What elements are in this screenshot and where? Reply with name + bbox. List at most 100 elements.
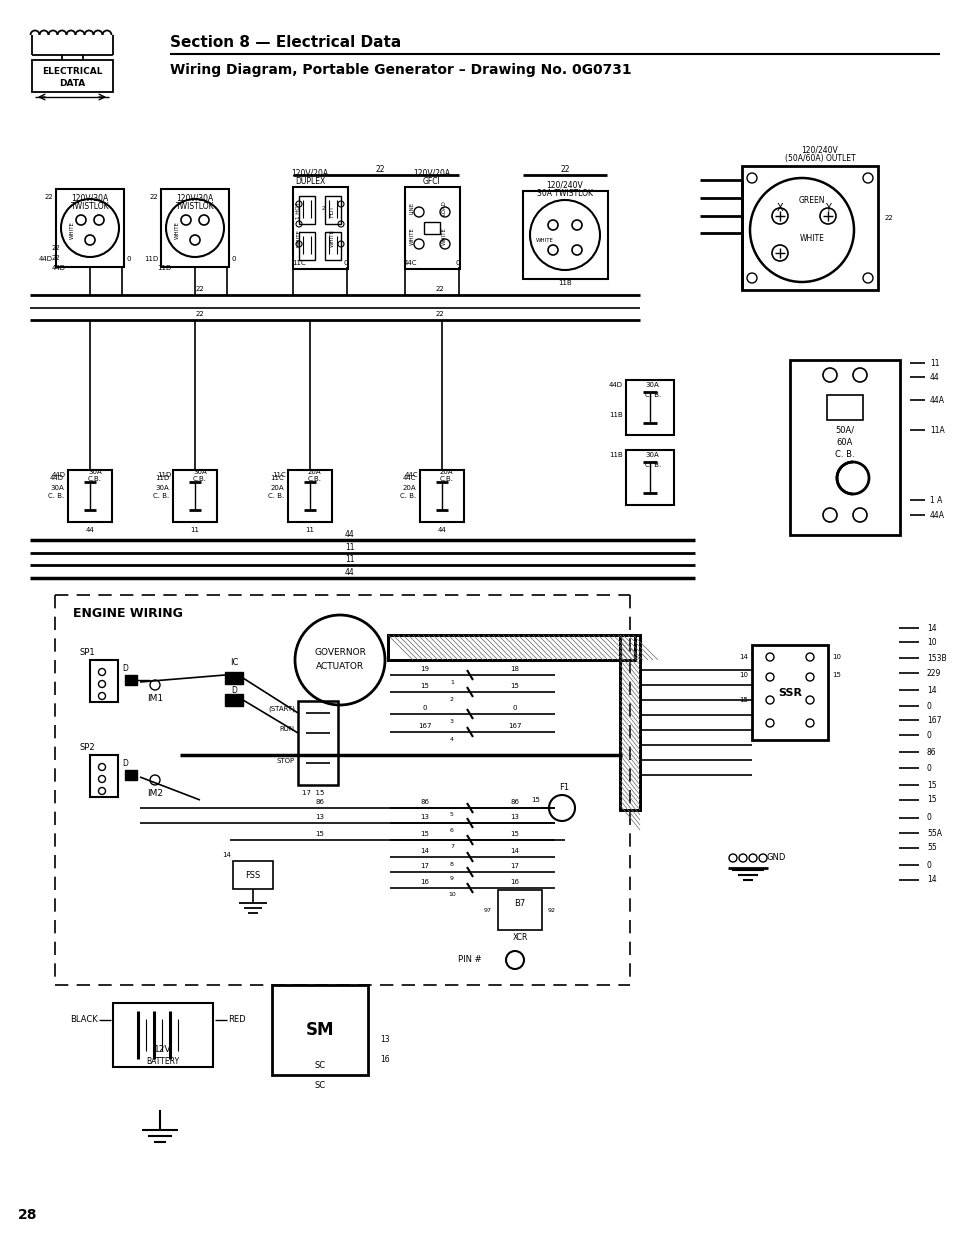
Text: 229: 229	[926, 668, 941, 678]
Text: 11: 11	[345, 555, 355, 563]
Text: 44: 44	[437, 527, 446, 534]
Text: ENGINE WIRING: ENGINE WIRING	[73, 606, 183, 620]
Text: 120V/20A: 120V/20A	[413, 168, 450, 178]
Text: 44C: 44C	[403, 261, 417, 266]
Bar	[826, 395, 862, 420]
Text: ACTUATOR: ACTUATOR	[315, 662, 364, 671]
Text: SSR: SSR	[778, 688, 801, 698]
Text: 11D: 11D	[154, 475, 169, 480]
Text: GOVERNOR: GOVERNOR	[314, 647, 366, 657]
Text: 44: 44	[345, 530, 355, 538]
Text: 20A
C.B.: 20A C.B.	[439, 468, 454, 482]
Text: DATA: DATA	[59, 79, 85, 88]
Text: 14: 14	[926, 876, 936, 884]
Bar	[625, 450, 673, 505]
Text: 22: 22	[195, 311, 204, 317]
Text: 44D: 44D	[50, 475, 64, 480]
Text: 11: 11	[305, 527, 314, 534]
Text: 22: 22	[375, 164, 384, 173]
Text: 0: 0	[343, 261, 348, 266]
Text: FSS: FSS	[245, 871, 260, 879]
Text: Y: Y	[824, 203, 830, 212]
Text: 15: 15	[420, 683, 429, 689]
Text: 11B: 11B	[609, 412, 622, 417]
Bar	[32, 61, 112, 91]
Text: 153B: 153B	[926, 653, 945, 662]
Bar	[112, 1003, 213, 1067]
Bar	[388, 635, 635, 659]
Text: SM: SM	[305, 1021, 334, 1039]
Bar	[172, 471, 216, 522]
Text: BLACK: BLACK	[71, 1015, 98, 1025]
Text: D: D	[122, 758, 128, 767]
Text: LINE: LINE	[409, 203, 414, 214]
Text: 0: 0	[926, 861, 931, 869]
Bar	[741, 165, 877, 290]
Text: TWISTLOK: TWISTLOK	[175, 201, 214, 210]
Text: (START): (START)	[268, 705, 294, 713]
Text: 120V/20A: 120V/20A	[291, 168, 328, 178]
Text: 14: 14	[739, 655, 747, 659]
Text: 11C: 11C	[272, 472, 286, 478]
Text: 20A: 20A	[402, 485, 416, 492]
Text: C. B.: C. B.	[268, 493, 284, 499]
Text: B7: B7	[514, 899, 525, 908]
Text: WHITE: WHITE	[536, 237, 554, 242]
Text: 13: 13	[420, 814, 429, 820]
Text: 15: 15	[510, 683, 518, 689]
Text: 22: 22	[149, 194, 158, 200]
Text: WHITE: WHITE	[296, 228, 301, 247]
Text: WHITE: WHITE	[799, 233, 823, 242]
Text: WHITE: WHITE	[70, 221, 74, 238]
Text: 17: 17	[420, 863, 429, 869]
Text: SP1: SP1	[79, 647, 95, 657]
Text: 15: 15	[315, 831, 324, 837]
Bar	[388, 635, 635, 659]
Text: (50A/60A) OUTLET: (50A/60A) OUTLET	[784, 153, 855, 163]
Text: 7: 7	[450, 845, 454, 850]
Text: 14: 14	[420, 848, 429, 853]
Text: 11: 11	[929, 358, 939, 368]
Text: F1: F1	[558, 783, 569, 793]
Text: 11C: 11C	[292, 261, 305, 266]
Bar	[423, 222, 439, 233]
Text: 30A: 30A	[155, 485, 169, 492]
Text: PIN #: PIN #	[457, 956, 481, 965]
Text: WHITE: WHITE	[329, 228, 335, 247]
Text: 0: 0	[512, 705, 517, 711]
Text: 28: 28	[18, 1208, 38, 1221]
Text: LOAD: LOAD	[441, 200, 446, 215]
Text: 22: 22	[52, 245, 61, 251]
Text: C. B.: C. B.	[644, 462, 660, 468]
Bar	[288, 471, 332, 522]
Text: 22: 22	[44, 194, 53, 200]
Bar	[325, 196, 340, 224]
Text: 10: 10	[739, 672, 747, 678]
Text: 11B: 11B	[558, 280, 571, 287]
Text: 15: 15	[831, 672, 840, 678]
Text: 9: 9	[450, 877, 454, 882]
Text: 15: 15	[420, 831, 429, 837]
Text: 15: 15	[531, 797, 539, 803]
Text: 120V/30A: 120V/30A	[176, 194, 213, 203]
Bar	[522, 191, 607, 279]
Text: SP2: SP2	[79, 742, 95, 752]
Bar	[497, 890, 541, 930]
Text: 44D: 44D	[52, 266, 66, 270]
Text: 11A: 11A	[929, 426, 943, 435]
Text: 11: 11	[345, 542, 355, 552]
Text: 14: 14	[510, 848, 518, 853]
Text: 11B: 11B	[609, 452, 622, 458]
Text: 44A: 44A	[929, 395, 944, 405]
Text: 14: 14	[926, 685, 936, 694]
Text: 44C: 44C	[404, 472, 417, 478]
Bar	[298, 232, 314, 261]
Text: 167: 167	[417, 722, 432, 729]
Bar	[225, 672, 243, 684]
Text: 30A: 30A	[51, 485, 64, 492]
Text: 55A: 55A	[926, 829, 941, 837]
Text: Section 8 — Electrical Data: Section 8 — Electrical Data	[170, 35, 401, 49]
Bar	[56, 189, 124, 267]
Text: 50A/: 50A/	[835, 426, 854, 435]
Text: RED: RED	[228, 1015, 245, 1025]
